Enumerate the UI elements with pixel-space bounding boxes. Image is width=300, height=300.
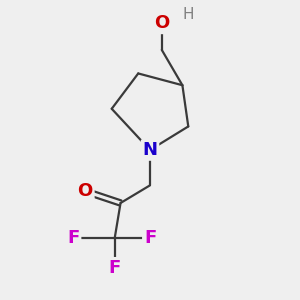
Text: N: N bbox=[142, 141, 158, 159]
Text: F: F bbox=[67, 229, 80, 247]
Text: F: F bbox=[144, 229, 156, 247]
Text: O: O bbox=[154, 14, 170, 32]
Text: H: H bbox=[182, 7, 194, 22]
Text: F: F bbox=[109, 259, 121, 277]
Text: O: O bbox=[78, 182, 93, 200]
